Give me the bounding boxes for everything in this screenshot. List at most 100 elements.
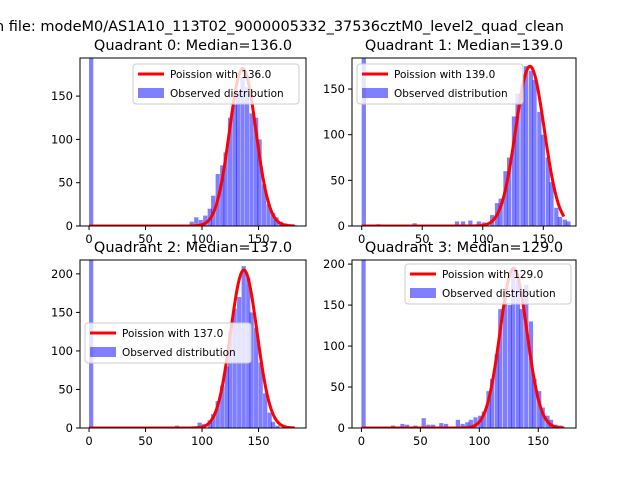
- legend-label: Poission with 139.0: [394, 69, 495, 81]
- y-tick-label: 150: [51, 305, 73, 319]
- x-tick-label: 50: [138, 434, 153, 448]
- histogram-bar: [519, 309, 524, 428]
- legend-label: Poission with 129.0: [442, 269, 543, 281]
- y-tick-label: 150: [51, 89, 73, 103]
- y-tick-label: 50: [330, 380, 345, 394]
- histogram-bar: [460, 221, 466, 226]
- y-tick-label: 0: [338, 421, 345, 435]
- legend: Poission with 136.0 Observed distribution: [132, 63, 300, 105]
- histogram-bar: [194, 217, 199, 226]
- histogram-bar: [220, 165, 225, 226]
- histogram-bar: [468, 220, 473, 226]
- histogram-bar: [476, 221, 481, 226]
- histogram-bar: [361, 260, 366, 428]
- histogram-bar: [545, 157, 550, 226]
- x-tick-label: 0: [85, 434, 92, 448]
- poisson-curve: [361, 64, 566, 226]
- histogram-bar: [486, 391, 491, 428]
- x-tick-label: 150: [527, 434, 549, 448]
- y-tick-label: 200: [323, 257, 345, 271]
- legend-label: Observed distribution: [394, 88, 508, 100]
- legend-box: [356, 63, 524, 105]
- legend-patch-swatch: [138, 88, 164, 98]
- histogram-bar: [426, 424, 431, 428]
- subplot-quadrant-0: Quadrant 0: Median=136.0 0 50 100 150 0 50 100 1…: [51, 38, 307, 246]
- histogram-bar: [524, 284, 529, 428]
- subplot-title: Quadrant 0: Median=136.0: [94, 38, 292, 54]
- y-tick-label: 100: [323, 339, 345, 353]
- histogram-bar: [520, 84, 525, 226]
- histogram-bar: [421, 418, 426, 428]
- histogram-bar: [494, 354, 499, 428]
- legend-box: [84, 322, 252, 364]
- histogram-bar: [498, 309, 503, 428]
- histogram-bar: [220, 385, 225, 428]
- histogram-bar: [261, 184, 267, 226]
- histogram-bar: [506, 157, 512, 226]
- histogram-bar: [443, 423, 449, 428]
- histogram-bar: [537, 391, 542, 428]
- subplot-quadrant-1: Quadrant 1: Median=139.0 0 50 100 150 0 50 100 1…: [323, 38, 577, 246]
- plot-area: [361, 58, 571, 226]
- histogram-bar: [89, 58, 94, 226]
- x-tick-label: 150: [532, 232, 554, 246]
- histogram-bar: [361, 58, 366, 226]
- x-tick-label: 50: [415, 232, 430, 246]
- y-tick-label: 0: [66, 421, 73, 435]
- histogram-bar: [498, 198, 503, 226]
- histogram-bar: [511, 268, 516, 428]
- histogram-bar: [502, 296, 508, 428]
- x-tick-label: 150: [248, 232, 270, 246]
- histogram-bar: [258, 362, 263, 428]
- histogram-bar: [532, 378, 537, 428]
- y-tick-label: 100: [51, 132, 73, 146]
- histogram-bar: [232, 308, 237, 428]
- subplot-quadrant-2: Quadrant 2: Median=137.0 0 50 100 150 0 50 100 1…: [51, 240, 307, 448]
- legend-label: Observed distribution: [122, 347, 236, 359]
- legend-label: Poission with 136.0: [170, 69, 271, 81]
- histogram-bar: [557, 216, 563, 226]
- axes-frame: [351, 57, 577, 227]
- histogram-bar: [249, 312, 254, 428]
- subplot-title: Quadrant 1: Median=139.0: [365, 38, 563, 54]
- figure-suptitle: n file: modeM0/AS1A10_113T02_9000005332_…: [0, 19, 564, 35]
- histogram-bar: [266, 204, 271, 226]
- y-tick-label: 0: [338, 219, 345, 233]
- histogram-bar: [532, 79, 537, 226]
- x-tick-label: 100: [468, 434, 490, 448]
- histogram-bar: [523, 66, 529, 226]
- axes-frame: [79, 259, 307, 429]
- histogram-bar: [197, 422, 202, 428]
- y-tick-label: 0: [66, 219, 73, 233]
- histogram-bar: [540, 134, 546, 226]
- y-tick-label: 50: [58, 176, 73, 190]
- subplot-quadrant-3: Quadrant 3: Median=129.0 0 50 100 150 0 50 100 1…: [323, 240, 577, 448]
- histogram-bar: [554, 207, 559, 226]
- histogram-bar: [270, 421, 276, 428]
- histogram-bar: [473, 417, 478, 428]
- x-tick-label: 50: [138, 232, 153, 246]
- histogram-bar: [257, 139, 262, 226]
- histogram-bar: [232, 104, 237, 226]
- histogram-bar: [489, 378, 495, 428]
- subplot-title: Quadrant 3: Median=129.0: [365, 240, 563, 256]
- histogram-bar: [228, 117, 233, 226]
- histogram-bar: [228, 331, 233, 428]
- histogram-bar: [511, 116, 517, 226]
- legend: Poission with 137.0 Observed distribution: [84, 322, 252, 364]
- y-tick-label: 150: [323, 298, 345, 312]
- legend: Poission with 139.0 Observed distribution: [356, 63, 524, 105]
- histogram-bar: [240, 77, 245, 226]
- histogram-bar: [254, 117, 259, 226]
- x-tick-label: 100: [472, 232, 494, 246]
- legend-box: [404, 263, 572, 305]
- x-tick-label: 0: [358, 434, 365, 448]
- histogram-bar: [263, 393, 268, 428]
- x-tick-label: 0: [358, 232, 365, 246]
- histogram-bar: [549, 182, 554, 226]
- histogram-bar: [249, 113, 254, 226]
- histogram-bar: [537, 111, 542, 226]
- legend-patch-swatch: [90, 347, 116, 357]
- histogram-bar: [430, 424, 436, 428]
